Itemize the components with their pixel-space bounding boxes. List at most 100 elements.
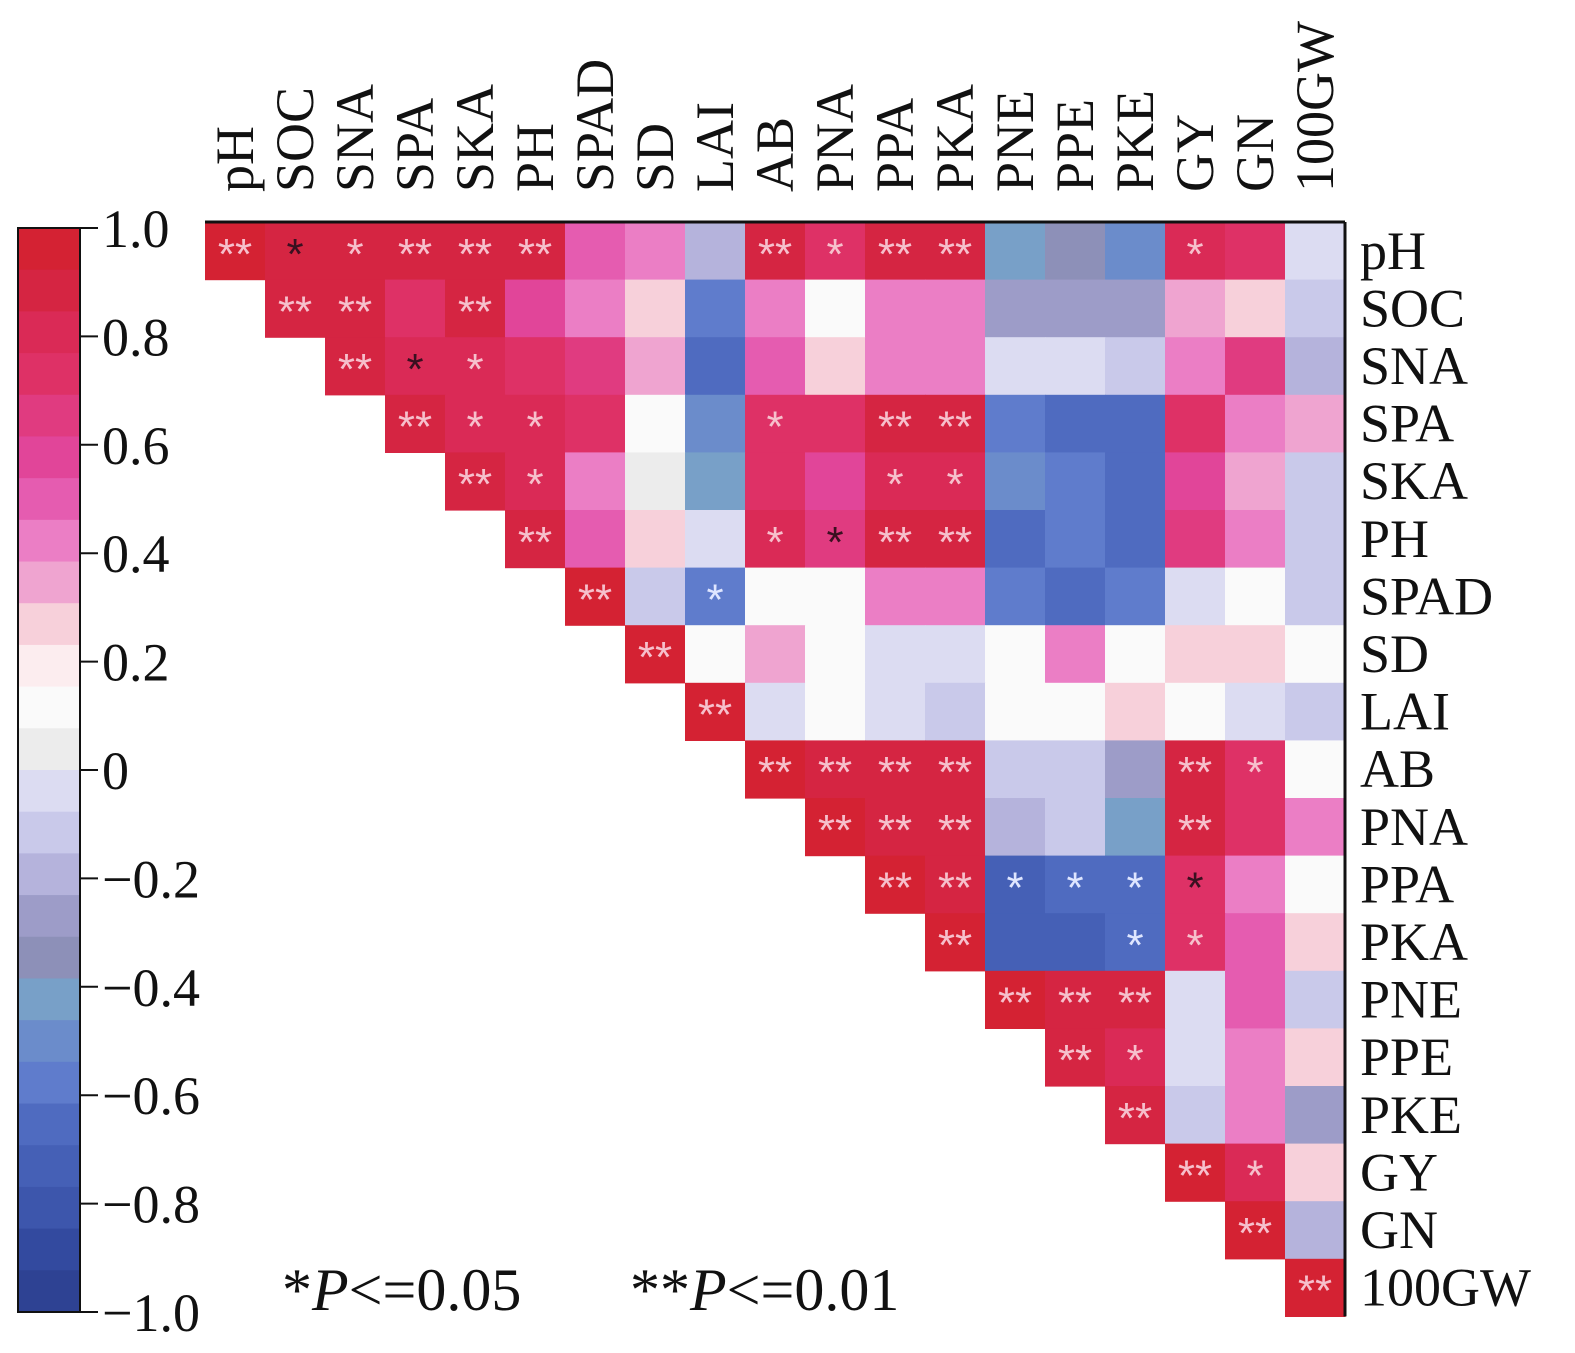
cell-ppa-pne [985,855,1046,914]
col-label-pka: PKA [925,84,985,192]
cell-soc-gy [1165,279,1226,338]
cell-ph-pka [925,510,986,569]
cell-ph-gn [1225,222,1286,281]
row-label-spa: SPA [1360,394,1454,454]
cell-spa-lai [685,394,746,453]
cell-ppe-gy [1165,1028,1226,1087]
sig-marker-ppe-ppe: ** [1058,1036,1092,1085]
cell-ska-100gw [1285,452,1346,511]
sig-marker-ph-ska: ** [458,230,492,279]
cell-sna-sd [625,337,686,396]
cell-soc-ph [505,279,566,338]
cell-sd-pke [1105,625,1166,684]
cell-gy-gn [1225,1143,1286,1202]
col-label-gn: GN [1225,114,1285,192]
cell-sd-pna [805,625,866,684]
row-label-spad: SPAD [1360,566,1493,626]
col-label-gy: GY [1165,114,1225,192]
sig-marker-pna-pka: ** [938,806,972,855]
col-label-pke: PKE [1105,90,1165,192]
colorbar-band [18,394,80,438]
cell-sna-spa [385,337,446,396]
cell-spa-ppa [865,394,926,453]
sig-marker-lai-lai: ** [698,691,732,740]
cell-ph-pke [1105,510,1166,569]
cell-sna-pka [925,337,986,396]
sig-marker-pna-pna: ** [818,806,852,855]
cell-pna-pka [925,798,986,857]
heatmap-cells [205,222,1346,1317]
cell-spad-sd [625,567,686,626]
cell-ab-pka [925,740,986,799]
colorbar-band [18,1186,80,1230]
cell-spa-gn [1225,394,1286,453]
cell-sd-sd [625,625,686,684]
legend-p001-threshold: <=0.01 [726,1257,900,1323]
cell-ph-spad [565,510,626,569]
cell-pke-gn [1225,1086,1286,1145]
cell-ph-ph [205,222,266,281]
cell-spad-pka [925,567,986,626]
row-label-100gw: 100GW [1360,1258,1531,1318]
sig-marker-soc-ska: ** [458,287,492,336]
cell-spa-100gw [1285,394,1346,453]
cell-ska-ppe [1045,452,1106,511]
cell-soc-pke [1105,279,1166,338]
colorbar-band [18,853,80,896]
cell-ph-ph [505,222,566,281]
cell-pka-gy [1165,913,1226,972]
row-label-gy: GY [1360,1142,1438,1202]
colorbar-band [18,895,80,938]
legend-p001-p: P [690,1257,727,1323]
cell-ska-ab [745,452,806,511]
cell-spa-ppe [1045,394,1106,453]
cell-lai-100gw [1285,682,1346,741]
cell-lai-pka [925,682,986,741]
cell-pna-pne [985,798,1046,857]
sig-marker-spa-ph: * [526,403,543,452]
col-label-spa: SPA [385,98,445,192]
cell-ph-sd [625,510,686,569]
col-label-100gw: 100GW [1285,21,1345,192]
column-labels: pH SOC SNA SPA SKA PH SPAD SD LAI AB PNA PPA PKA PNE P… [205,21,1345,192]
cell-ska-lai [685,452,746,511]
col-label-spad: SPAD [565,59,625,192]
colorbar-band [18,1061,80,1105]
col-label-pne: PNE [985,90,1045,192]
sig-marker-spa-ppa: ** [878,403,912,452]
cell-lai-lai [685,682,746,741]
cell-ab-100gw [1285,740,1346,799]
sig-marker-ph-sna: * [346,230,363,279]
sig-marker-spad-lai: * [706,575,723,624]
row-label-pke: PKE [1360,1085,1462,1145]
cell-pka-gn [1225,913,1286,972]
sig-marker-ppa-pke: * [1126,863,1143,912]
cell-sd-gy [1165,625,1226,684]
cell-ph-spa [385,222,446,281]
sig-marker-pke-pke: ** [1118,1094,1152,1143]
cell-ppe-ppe [1045,1028,1106,1087]
cell-ab-ppa [865,740,926,799]
colorbar-band [18,269,80,312]
cell-ska-ppa [865,452,926,511]
sig-marker-ph-gy: * [1186,230,1203,279]
colorbar-band [18,686,80,729]
col-label-ab: AB [745,117,805,192]
sig-marker-ph-ph: ** [518,518,552,567]
sig-marker-ph-spa: ** [398,230,432,279]
sig-marker-gy-gy: ** [1178,1151,1212,1200]
cell-ska-gn [1225,452,1286,511]
cell-ph-gy [1165,510,1226,569]
cell-gn-100gw [1285,1201,1346,1260]
cell-gn-gn [1225,1201,1286,1260]
cell-spa-pke [1105,394,1166,453]
cell-sd-100gw [1285,625,1346,684]
sig-marker-ab-gy: ** [1178,748,1212,797]
cell-sd-pka [925,625,986,684]
cell-sna-pne [985,337,1046,396]
row-label-ska: SKA [1360,451,1468,511]
cell-ph-ppa [865,222,926,281]
col-label-lai: LAI [685,102,745,192]
sig-marker-ab-gn: * [1246,748,1263,797]
colorbar-band [18,519,80,563]
